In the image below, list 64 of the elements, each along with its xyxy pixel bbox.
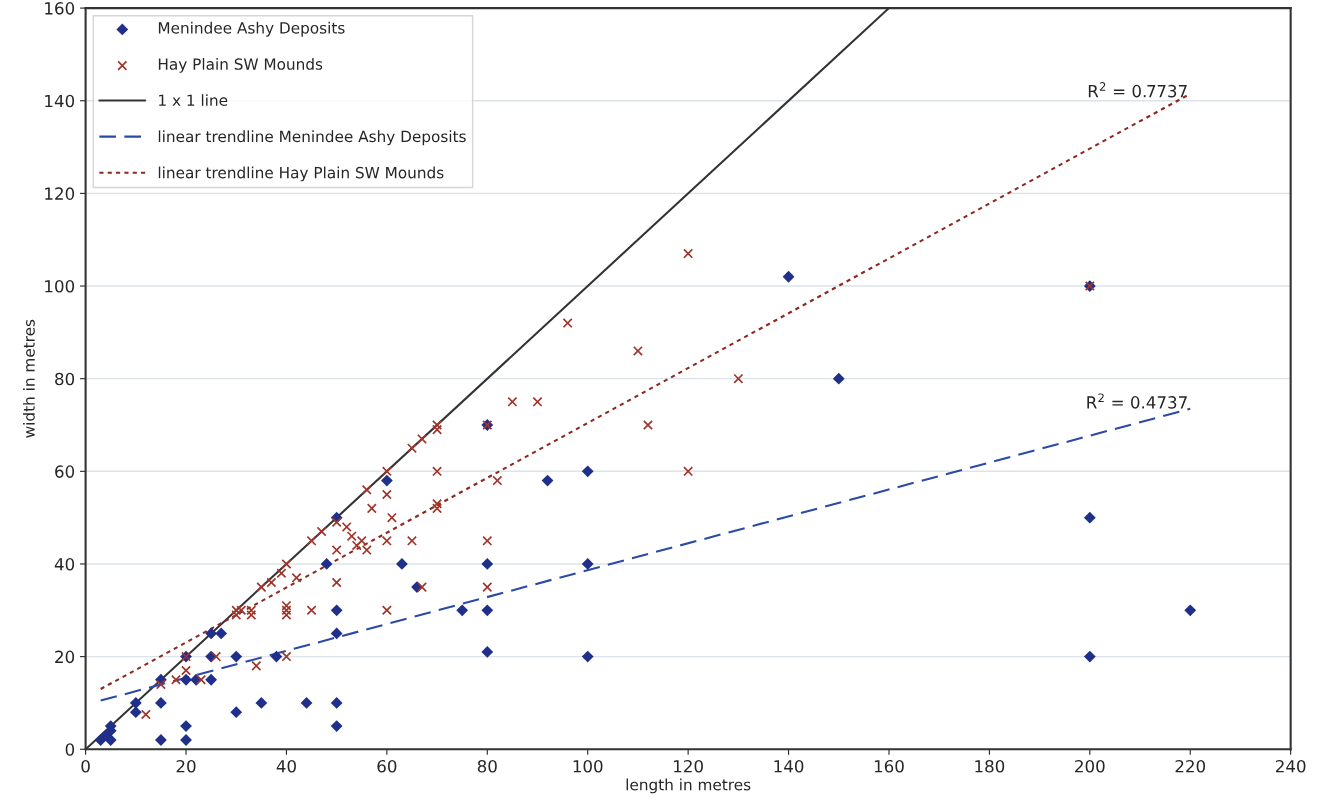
legend-label: Menindee Ashy Deposits xyxy=(158,21,345,37)
point xyxy=(215,627,228,640)
point xyxy=(270,650,283,663)
x-tick-label: 80 xyxy=(477,759,497,773)
x-tick-label: 120 xyxy=(674,759,703,773)
x-tick-label: 200 xyxy=(1075,759,1105,773)
y-tick-label: 80 xyxy=(55,372,75,386)
legend-label: 1 x 1 line xyxy=(159,94,228,107)
x-axis-title: length in metres xyxy=(626,778,751,794)
point xyxy=(180,673,192,686)
point xyxy=(155,734,167,746)
point xyxy=(205,673,218,686)
annotation: R$^{2}$ = 0.7737 xyxy=(1088,82,1187,98)
x-tick-label: 180 xyxy=(975,759,1005,773)
point xyxy=(330,604,343,617)
x-tick-label: 220 xyxy=(1175,759,1206,773)
point xyxy=(129,697,142,709)
x-tick-label: 40 xyxy=(276,759,296,773)
y-tick-label: 140 xyxy=(45,94,75,108)
point xyxy=(581,558,594,570)
point xyxy=(155,697,167,709)
point xyxy=(300,697,313,709)
point xyxy=(1083,511,1096,524)
point xyxy=(1083,650,1096,663)
x-tick-label: 100 xyxy=(573,759,603,773)
x-tick-label: 60 xyxy=(377,759,397,773)
point xyxy=(581,465,594,478)
point xyxy=(541,474,554,487)
x-tick-label: 160 xyxy=(874,759,904,773)
point xyxy=(832,372,845,385)
x-tick-label: 140 xyxy=(774,759,804,773)
point xyxy=(456,604,469,617)
x-tick-label: 240 xyxy=(1275,759,1306,773)
point xyxy=(230,706,243,719)
point xyxy=(1184,604,1197,617)
point xyxy=(330,720,343,732)
point xyxy=(481,558,494,570)
y-tick-label: 120 xyxy=(45,187,75,200)
y-tick-label: 100 xyxy=(45,279,75,293)
point xyxy=(330,627,343,640)
point xyxy=(230,650,243,663)
point xyxy=(129,706,142,719)
point xyxy=(380,474,393,487)
y-tick-label: 160 xyxy=(45,2,75,15)
x-tick-label: 20 xyxy=(176,759,196,773)
point xyxy=(205,627,218,640)
y-tick-label: 60 xyxy=(55,465,75,478)
legend-label: linear trendline Hay Plain SW Mounds xyxy=(158,166,444,182)
point xyxy=(255,697,268,709)
point xyxy=(330,697,343,709)
y-tick-label: 0 xyxy=(65,743,75,756)
y-axis-title: width in metres xyxy=(23,319,35,438)
point xyxy=(782,270,795,283)
point xyxy=(481,646,494,658)
point xyxy=(396,558,408,570)
x-tick-label: 0 xyxy=(81,759,90,773)
point xyxy=(481,604,494,617)
point xyxy=(581,650,594,663)
y-tick-label: 40 xyxy=(54,557,75,571)
annotation: R$^{2}$ = 0.4737 xyxy=(1087,393,1187,409)
point xyxy=(320,558,333,570)
legend-label: Hay Plain SW Mounds xyxy=(158,58,323,73)
legend-label: linear trendline Menindee Ashy Deposits xyxy=(158,130,466,146)
y-tick-label: 20 xyxy=(55,650,75,664)
